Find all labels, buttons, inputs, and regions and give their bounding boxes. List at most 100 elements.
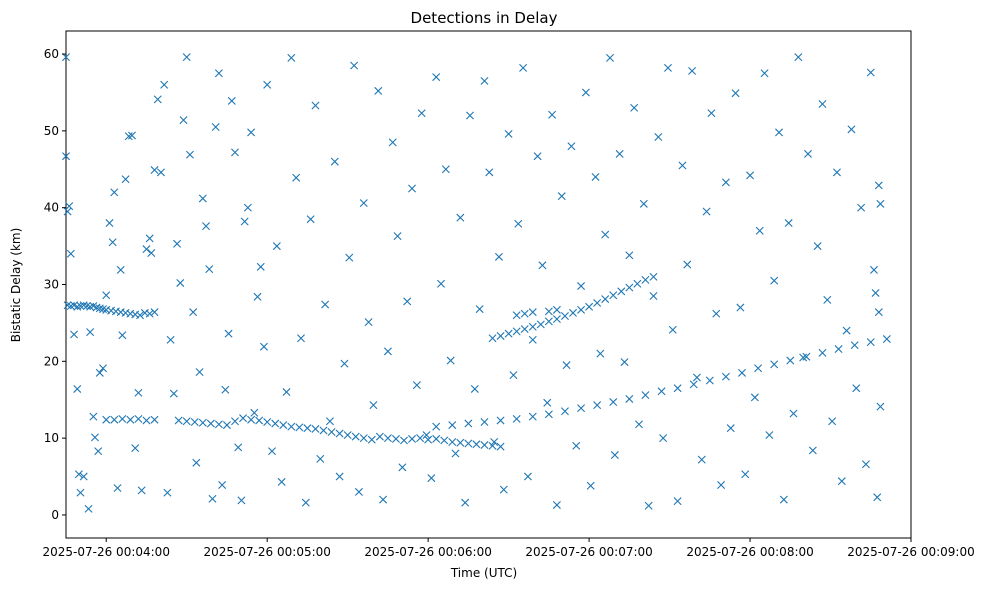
data-point [461,498,470,507]
data-point [95,304,104,313]
data-point [850,341,859,350]
y-tick-label: 30 [44,278,59,292]
data-point [134,388,143,397]
data-point [644,501,653,510]
y-tick-label: 60 [44,47,59,61]
data-point [163,488,172,497]
data-point [823,295,832,304]
data-point [99,364,108,373]
data-point [116,265,125,274]
y-axis-label: Bistatic Delay (km) [9,228,23,343]
y-tick-label: 0 [51,508,59,522]
data-point [137,486,146,495]
data-point [514,219,523,228]
data-point [192,458,201,467]
data-point [512,311,521,320]
x-tick-label: 2025-07-26 00:08:00 [686,545,813,559]
data-point [770,360,779,369]
data-point [641,391,650,400]
data-point [673,497,682,506]
data-point [496,442,505,451]
data-point [393,232,402,241]
data-point [472,440,481,449]
data-point [63,301,72,310]
data-point [569,308,577,317]
data-point [536,320,545,329]
data-point [424,435,433,444]
data-point [456,213,465,222]
data-point [606,53,615,62]
data-point [596,349,605,358]
data-point [221,385,230,394]
data-point [625,283,634,292]
data-point [367,435,376,444]
data-point [804,149,812,158]
data-point [306,215,315,224]
data-point [211,123,220,132]
data-point [128,131,136,140]
data-point [657,387,666,396]
data-point [416,434,425,443]
data-point [586,481,595,490]
data-point [222,421,231,430]
data-point [738,368,746,377]
data-point [102,415,111,424]
data-point [585,302,594,311]
data-point [832,168,841,177]
data-point [726,424,735,433]
data-point [548,110,557,119]
data-point [182,417,191,426]
data-point [731,89,740,98]
data-point [126,415,135,424]
data-point [683,260,692,269]
data-point [834,345,843,354]
data-point [398,463,407,472]
data-point [94,447,103,456]
data-point [84,504,93,513]
data-point [692,373,701,382]
data-point [247,128,256,137]
data-point [359,199,368,208]
data-point [577,282,586,291]
data-point [118,414,127,423]
data-point [519,63,528,72]
data-point [520,325,529,334]
data-point [185,150,194,159]
data-point [297,334,305,343]
x-tick-label: 2025-07-26 00:05:00 [203,545,330,559]
data-point [379,495,388,504]
data-point [108,238,117,247]
x-tick-label: 2025-07-26 00:09:00 [847,545,974,559]
data-point [102,291,111,300]
data-point [552,315,561,324]
data-point [66,249,75,258]
data-point [374,86,383,95]
data-point [319,426,328,435]
data-point [142,245,151,254]
data-point [287,53,296,62]
data-point [480,441,489,450]
data-point [375,432,384,441]
plot-area [65,30,912,539]
data-point [760,69,769,78]
data-point [76,488,85,497]
data-point [282,388,291,397]
data-point [145,234,154,243]
data-point [113,484,122,493]
data-point [490,437,499,446]
data-point [327,428,336,436]
data-points [62,53,891,513]
data-point [609,398,618,407]
data-point [383,434,392,443]
data-point [240,217,249,226]
data-point [504,129,513,138]
data-point [79,301,88,310]
data-point [412,381,421,390]
data-point [813,242,822,251]
data-point [617,287,626,296]
data-point [432,422,441,431]
data-point [321,300,330,309]
x-axis-ticks: 2025-07-26 00:04:00 2025-07-26 00:05:00 20… [43,538,975,559]
data-point [231,417,239,426]
data-point [124,132,133,141]
